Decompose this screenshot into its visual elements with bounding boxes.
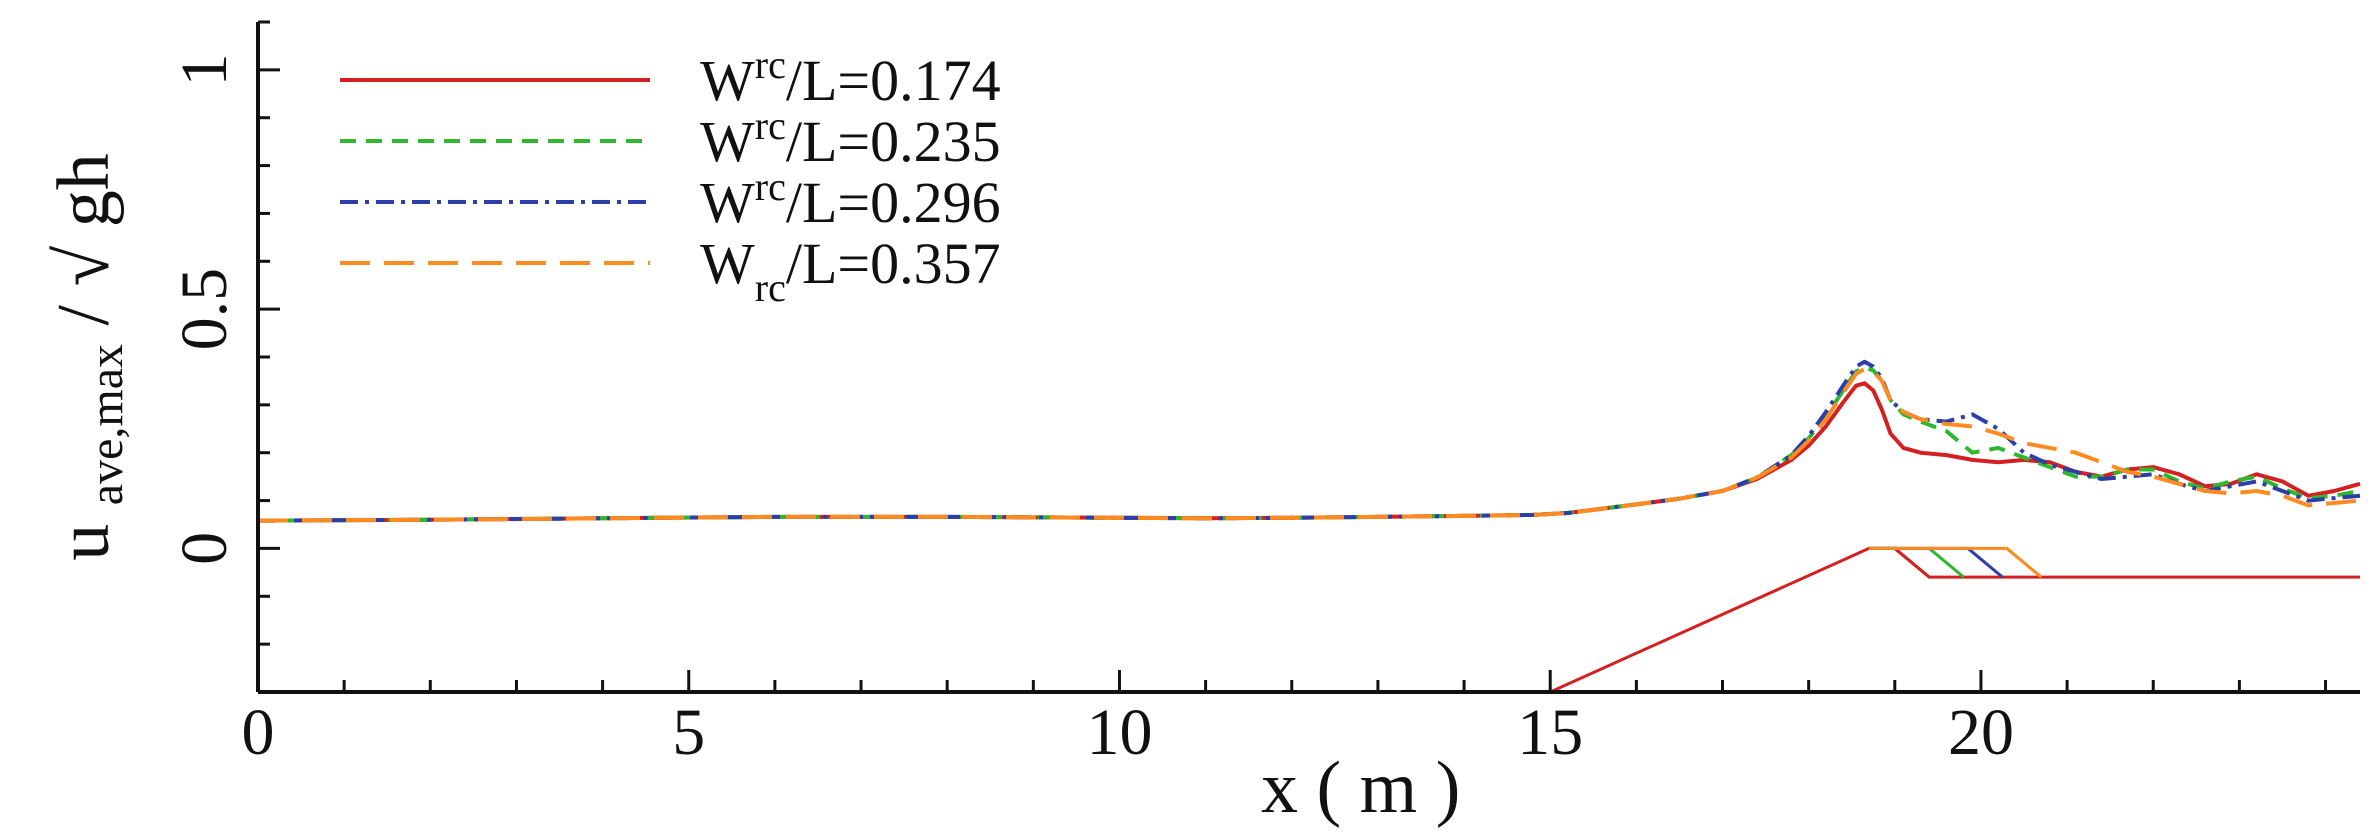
legend-label: Wrc/L=0.235 bbox=[700, 103, 1001, 174]
x-tick-label: 15 bbox=[1517, 696, 1583, 769]
legend-label-base: W bbox=[700, 231, 755, 296]
x-tick-label: 10 bbox=[1086, 696, 1152, 769]
legend-label-rest: /L=0.235 bbox=[786, 109, 1001, 174]
ticks: 0 5 10 15 20 0 0.5 1 bbox=[168, 20, 2328, 769]
x-tick-label: 0 bbox=[242, 696, 275, 769]
series-line bbox=[257, 381, 2361, 523]
legend-label-subscript: rc bbox=[755, 265, 786, 310]
legend-label-base: W bbox=[700, 109, 755, 174]
x-axis-title: x ( m ) bbox=[1261, 747, 1460, 829]
x-tick-label: 20 bbox=[1948, 696, 2014, 769]
legend-label-subscript: rc bbox=[755, 103, 786, 148]
y-axis-title-root: √ bbox=[43, 245, 125, 286]
y-tick-label: 0 bbox=[168, 532, 241, 565]
legend-label-rest: /L=0.174 bbox=[786, 48, 1001, 113]
reef-width-outline bbox=[1868, 546, 1965, 579]
legend-label-base: W bbox=[700, 170, 755, 235]
series-lines bbox=[257, 359, 2361, 523]
x-tick-label: 5 bbox=[672, 696, 705, 769]
y-axis-title-divider: / bbox=[43, 286, 125, 325]
series-line bbox=[257, 359, 2361, 523]
series-line bbox=[257, 365, 2361, 523]
y-axis-title-denominator: gh bbox=[43, 153, 125, 227]
legend-label: Wrc/L=0.296 bbox=[700, 164, 1001, 235]
legend-label: Wrc/L=0.357 bbox=[700, 231, 1001, 310]
y-axis-title-subscript: ave,max bbox=[80, 344, 133, 505]
y-tick-label: 1 bbox=[168, 53, 241, 86]
legend-label-rest: /L=0.296 bbox=[786, 170, 1001, 235]
legend-label-subscript: rc bbox=[755, 42, 786, 87]
reef-width-outline bbox=[1868, 546, 1931, 579]
legend-label-rest: /L=0.357 bbox=[786, 231, 1001, 296]
y-axis-title-main: u bbox=[43, 524, 125, 561]
y-tick-label: 0.5 bbox=[168, 268, 241, 351]
series-line bbox=[257, 366, 2361, 523]
legend: Wrc/L=0.174Wrc/L=0.235Wrc/L=0.296Wrc/L=0… bbox=[340, 42, 1001, 310]
y-axis-title: u ave,max / √ gh bbox=[43, 153, 139, 560]
bathymetry-profile bbox=[1549, 546, 2360, 694]
reef-width-outline bbox=[1868, 546, 2043, 579]
legend-label-subscript: rc bbox=[755, 164, 786, 209]
axes bbox=[256, 22, 2360, 694]
legend-label: Wrc/L=0.174 bbox=[700, 42, 1001, 113]
legend-label-base: W bbox=[700, 48, 755, 113]
